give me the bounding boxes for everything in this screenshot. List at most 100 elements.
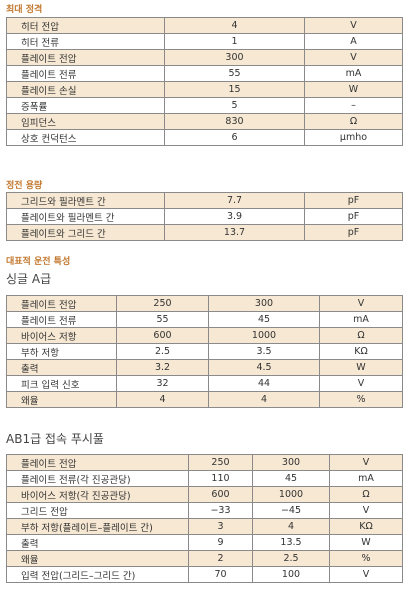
value-cell: 15: [164, 81, 305, 98]
value-cell: 3.2: [116, 359, 209, 376]
unit-cell: KΩ: [329, 518, 403, 535]
table-row: 플레이트와 그리드 간 13.7 pF: [6, 224, 403, 241]
table-row: 플레이트 전압 300 V: [6, 49, 403, 66]
param-label: 그리드 전압: [6, 502, 189, 519]
value-cell: 830: [164, 113, 305, 130]
max-ratings-table: 히터 전압 4 V 히터 전류 1 A 플레이트 전압 300 V 플레이트 전류 55 mA 플레이트…: [6, 17, 403, 146]
value-cell: 3.5: [208, 343, 320, 360]
value-cell: 44: [208, 375, 320, 392]
value-cell: 2.5: [252, 550, 330, 567]
unit-cell: V: [329, 566, 403, 583]
class-a-table: 플레이트 전압 250 300 V 플레이트 전류 55 45 mA 바이어스 저항 600 100…: [6, 295, 403, 408]
unit-cell: pF: [304, 208, 403, 225]
param-label: 플레이트 전류: [6, 311, 117, 328]
value-cell: 9: [188, 534, 253, 551]
value-cell: 13.7: [164, 224, 305, 241]
value-cell: 55: [116, 311, 209, 328]
value-cell: 300: [164, 49, 305, 66]
unit-cell: –: [304, 97, 403, 114]
param-label: 출력: [6, 534, 189, 551]
value-cell: 4.5: [208, 359, 320, 376]
value-cell: 70: [188, 566, 253, 583]
unit-cell: V: [329, 454, 403, 471]
table-row: 그리드와 필라멘트 간 7.7 pF: [6, 192, 403, 209]
table-row: 입력 전압(그리드–그리드 간) 70 100 V: [6, 566, 403, 583]
value-cell: 600: [116, 327, 209, 344]
param-label: 피크 입력 신호: [6, 375, 117, 392]
class-ab1-subtitle: AB1급 접속 푸시풀: [6, 432, 104, 446]
table-row: 플레이트 전류 55 mA: [6, 65, 403, 82]
class-ab1-table: 플레이트 전압 250 300 V 플레이트 전류(각 진공관당) 110 45 mA 바이어스…: [6, 454, 403, 583]
value-cell: −45: [252, 502, 330, 519]
param-label: 부하 저항(플레이트–플레이트 간): [6, 518, 189, 535]
table-row: 플레이트 전압 250 300 V: [6, 295, 403, 312]
unit-cell: V: [304, 49, 403, 66]
value-cell: 600: [188, 486, 253, 503]
table-row: 그리드 전압 −33 −45 V: [6, 502, 403, 519]
param-label: 증폭률: [6, 97, 165, 114]
capacitance-title: 정전 용량: [6, 181, 43, 191]
table-row: 플레이트 손실 15 W: [6, 81, 403, 98]
param-label: 입력 전압(그리드–그리드 간): [6, 566, 189, 583]
unit-cell: mA: [304, 65, 403, 82]
table-row: 피크 입력 신호 32 44 V: [6, 375, 403, 392]
value-cell: 300: [252, 454, 330, 471]
value-cell: 7.7: [164, 192, 305, 209]
unit-cell: mA: [319, 311, 403, 328]
value-cell: 3.9: [164, 208, 305, 225]
param-label: 히터 전류: [6, 33, 165, 50]
param-label: 임피던스: [6, 113, 165, 130]
value-cell: 55: [164, 65, 305, 82]
param-label: 플레이트 전압: [6, 295, 117, 312]
value-cell: 4: [252, 518, 330, 535]
param-label: 왜율: [6, 391, 117, 408]
table-row: 바이어스 저항 600 1000 Ω: [6, 327, 403, 344]
table-row: 플레이트 전압 250 300 V: [6, 454, 403, 471]
param-label: 플레이트 전압: [6, 454, 189, 471]
value-cell: 4: [116, 391, 209, 408]
table-row: 부하 저항(플레이트–플레이트 간) 3 4 KΩ: [6, 518, 403, 535]
unit-cell: mA: [329, 470, 403, 487]
unit-cell: %: [319, 391, 403, 408]
param-label: 출력: [6, 359, 117, 376]
unit-cell: V: [319, 295, 403, 312]
capacitance-table: 그리드와 필라멘트 간 7.7 pF 플레이트와 필라멘트 간 3.9 pF 플레이트와 그…: [6, 192, 403, 241]
value-cell: 5: [164, 97, 305, 114]
param-label: 바이어스 저항(각 진공관당): [6, 486, 189, 503]
unit-cell: μmho: [304, 129, 403, 146]
unit-cell: V: [304, 17, 403, 34]
value-cell: 2.5: [116, 343, 209, 360]
max-ratings-title: 최대 정격: [6, 5, 43, 15]
table-row: 증폭률 5–: [6, 97, 403, 114]
table-row: 임피던스 830 Ω: [6, 113, 403, 130]
unit-cell: V: [329, 502, 403, 519]
class-a-subtitle: 싱글 A급: [6, 272, 52, 286]
table-row: 출력 9 13.5 W: [6, 534, 403, 551]
unit-cell: pF: [304, 192, 403, 209]
param-label: 플레이트 전압: [6, 49, 165, 66]
unit-cell: %: [329, 550, 403, 567]
value-cell: 1000: [252, 486, 330, 503]
value-cell: 250: [188, 454, 253, 471]
value-cell: −33: [188, 502, 253, 519]
table-row: 왜율 4 4%: [6, 391, 403, 408]
table-row: 상호 컨덕턴스 6 μmho: [6, 129, 403, 146]
table-row: 출력 3.2 4.5 W: [6, 359, 403, 376]
table-row: 플레이트 전류(각 진공관당) 110 45 mA: [6, 470, 403, 487]
unit-cell: Ω: [319, 327, 403, 344]
param-label: 상호 컨덕턴스: [6, 129, 165, 146]
param-label: 그리드와 필라멘트 간: [6, 192, 165, 209]
value-cell: 1: [164, 33, 305, 50]
value-cell: 13.5: [252, 534, 330, 551]
param-label: 히터 전압: [6, 17, 165, 34]
unit-cell: W: [319, 359, 403, 376]
unit-cell: pF: [304, 224, 403, 241]
unit-cell: Ω: [304, 113, 403, 130]
value-cell: 300: [208, 295, 320, 312]
unit-cell: Ω: [329, 486, 403, 503]
param-label: 플레이트 전류: [6, 65, 165, 82]
param-label: 플레이트 전류(각 진공관당): [6, 470, 189, 487]
value-cell: 250: [116, 295, 209, 312]
value-cell: 4: [208, 391, 320, 408]
